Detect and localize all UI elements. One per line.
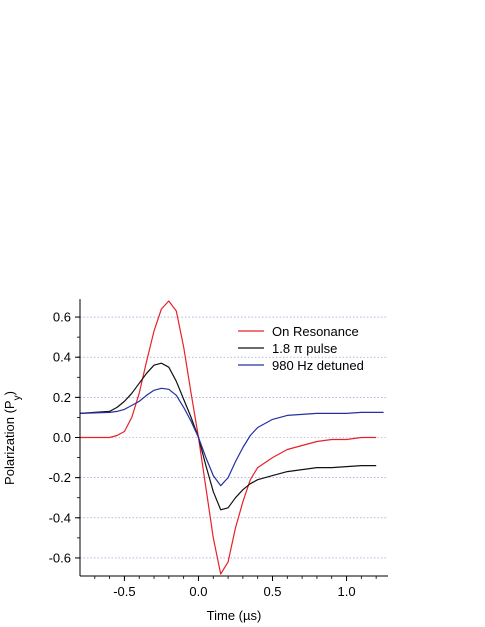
x-tick-label: -0.5 <box>113 584 135 599</box>
y-tick-label: -0.6 <box>49 550 71 565</box>
x-tick-label: 0.5 <box>263 584 281 599</box>
x-axis-title: Time (µs) <box>207 608 262 623</box>
series-detuned <box>79 387 384 487</box>
x-tick-label: 0.0 <box>189 584 207 599</box>
legend: On Resonance 1.8 π pulse 980 Hz detuned <box>238 324 364 373</box>
y-ticks: 0.6 0.4 0.2 0.0 -0.2 -0.4 -0.6 <box>49 310 80 565</box>
y-tick-label: 0.0 <box>53 430 71 445</box>
grid-lines <box>80 316 388 559</box>
series-layer <box>79 300 384 575</box>
series-pulse <box>79 362 377 511</box>
legend-label-detuned: 980 Hz detuned <box>272 358 364 373</box>
y-tick-label: 0.6 <box>53 310 71 325</box>
series-on-resonance <box>80 300 377 575</box>
y-tick-label: -0.2 <box>49 470 71 485</box>
legend-label-on-resonance: On Resonance <box>272 324 359 339</box>
y-axis-title: Polarization (Py) <box>2 391 23 485</box>
x-ticks: -0.5 0.0 0.5 1.0 <box>94 576 377 599</box>
x-tick-label: 1.0 <box>337 584 355 599</box>
legend-label-pulse: 1.8 π pulse <box>272 341 337 356</box>
y-axis-title-subscript: y <box>12 395 23 400</box>
y-tick-label: -0.4 <box>49 510 71 525</box>
y-tick-label: 0.2 <box>53 390 71 405</box>
y-tick-label: 0.4 <box>53 350 71 365</box>
y-axis-title-close: ) <box>2 391 17 395</box>
y-axis-title-main: Polarization (P <box>2 400 17 485</box>
